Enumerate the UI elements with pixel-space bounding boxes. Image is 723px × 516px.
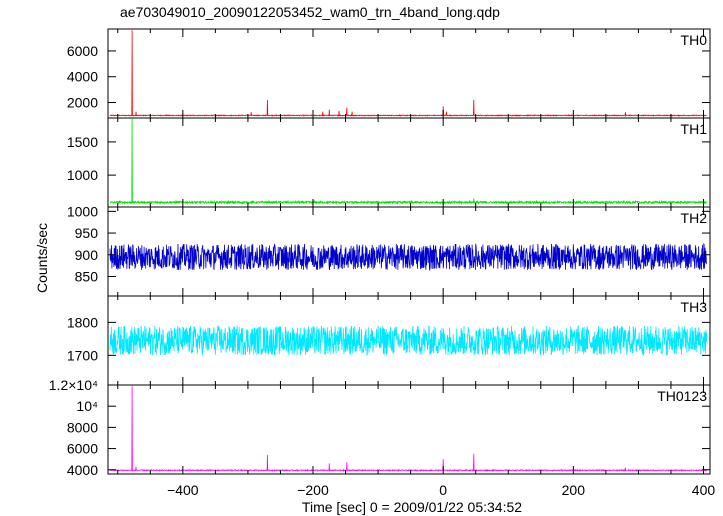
x-tick-label: −200 xyxy=(297,482,329,498)
x-tick-label: 200 xyxy=(562,482,586,498)
panel-frame xyxy=(107,384,711,475)
y-tick-label: 1500 xyxy=(67,134,98,150)
y-tick-label: 1700 xyxy=(67,347,98,363)
x-tick-label: 400 xyxy=(692,482,716,498)
series-line-th0 xyxy=(109,30,707,118)
y-tick-label: 900 xyxy=(75,247,99,263)
x-tick-label: −400 xyxy=(167,482,199,498)
series-line-th3 xyxy=(109,324,708,356)
panel-label: TH1 xyxy=(681,121,708,137)
y-tick-label: 1800 xyxy=(67,314,98,330)
panel-th0123: 4000 6000 8000 10⁴ 1.2×10⁴ TH0123 xyxy=(49,377,711,478)
panel-label: TH0123 xyxy=(657,388,707,404)
panel-frame xyxy=(107,28,711,119)
y-tick-label: 6000 xyxy=(67,43,98,59)
panel-label: TH0 xyxy=(681,32,708,48)
y-tick-label: 6000 xyxy=(67,441,98,457)
x-tick-label: 0 xyxy=(439,482,447,498)
y-tick-label: 4000 xyxy=(67,462,98,478)
y-tick-label: 4000 xyxy=(67,69,98,85)
x-axis: −400 −200 0 200 400 xyxy=(167,482,715,498)
series-line-th1 xyxy=(109,118,708,205)
y-tick-label: 8000 xyxy=(67,419,98,435)
y-tick-label: 10⁴ xyxy=(76,398,98,414)
series-line-th0123 xyxy=(109,386,707,473)
panel-th3: 1700 1800 TH3 xyxy=(67,295,711,386)
y-tick-label: 1.2×10⁴ xyxy=(49,377,98,393)
panel-th1: 1000 1500 TH1 xyxy=(67,117,711,208)
y-axis-label: Counts/sec xyxy=(34,223,50,293)
y-tick-label: 850 xyxy=(75,268,99,284)
series-line-th2 xyxy=(109,242,707,272)
panel-th0: 2000 4000 6000 TH0 xyxy=(67,28,711,119)
y-tick-label: 950 xyxy=(75,225,99,241)
panel-frame xyxy=(107,117,711,208)
panels: 2000 4000 6000 TH0 1000 1500 TH1 850 900 950 1000 T… xyxy=(49,28,711,478)
y-tick-label: 1000 xyxy=(67,167,98,183)
panel-th2: 850 900 950 1000 TH2 xyxy=(67,203,711,297)
panel-label: TH3 xyxy=(681,299,708,315)
y-tick-label: 1000 xyxy=(67,203,98,219)
panel-label: TH2 xyxy=(681,210,708,226)
x-axis-label: Time [sec] 0 = 2009/01/22 05:34:52 xyxy=(302,499,522,515)
chart-title: ae703049010_20090122053452_wam0_trn_4ban… xyxy=(120,4,500,20)
y-tick-label: 2000 xyxy=(67,95,98,111)
